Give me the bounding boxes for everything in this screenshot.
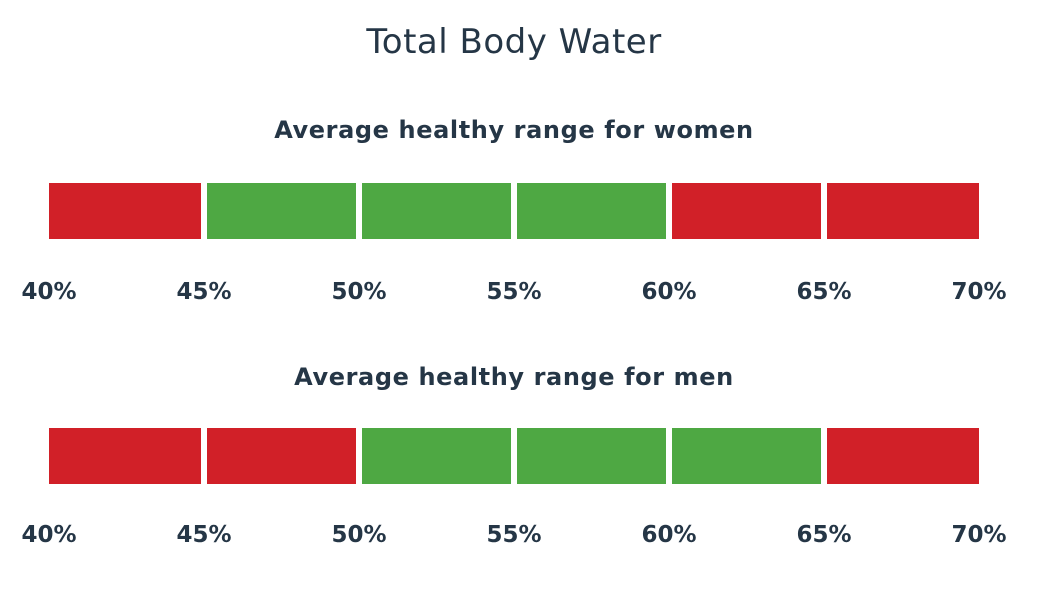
range-segment-unhealthy <box>672 183 821 239</box>
range-segment-unhealthy <box>49 428 201 484</box>
tick-label: 60% <box>641 279 697 305</box>
tick-label: 45% <box>176 522 232 548</box>
tick-label: 55% <box>486 279 542 305</box>
range-segment-healthy <box>672 428 821 484</box>
range-segment-healthy <box>207 183 356 239</box>
range-segment-unhealthy <box>827 183 979 239</box>
range-segment-healthy <box>517 183 666 239</box>
chart-title: Total Body Water <box>366 22 662 62</box>
tick-label: 55% <box>486 522 542 548</box>
tick-label: 40% <box>21 522 77 548</box>
range-segment-unhealthy <box>49 183 201 239</box>
tick-label: 50% <box>331 522 387 548</box>
range-segment-healthy <box>517 428 666 484</box>
tick-label: 65% <box>796 522 852 548</box>
panel-subtitle: Average healthy range for men <box>294 363 734 391</box>
tick-label: 70% <box>951 522 1007 548</box>
range-segment-unhealthy <box>207 428 356 484</box>
range-segment-healthy <box>362 183 511 239</box>
panel-subtitle: Average healthy range for women <box>274 116 754 144</box>
tick-label: 65% <box>796 279 852 305</box>
tick-label: 40% <box>21 279 77 305</box>
tick-label: 50% <box>331 279 387 305</box>
range-segment-healthy <box>362 428 511 484</box>
tick-label: 45% <box>176 279 232 305</box>
tick-label: 70% <box>951 279 1007 305</box>
range-segment-unhealthy <box>827 428 979 484</box>
tick-label: 60% <box>641 522 697 548</box>
